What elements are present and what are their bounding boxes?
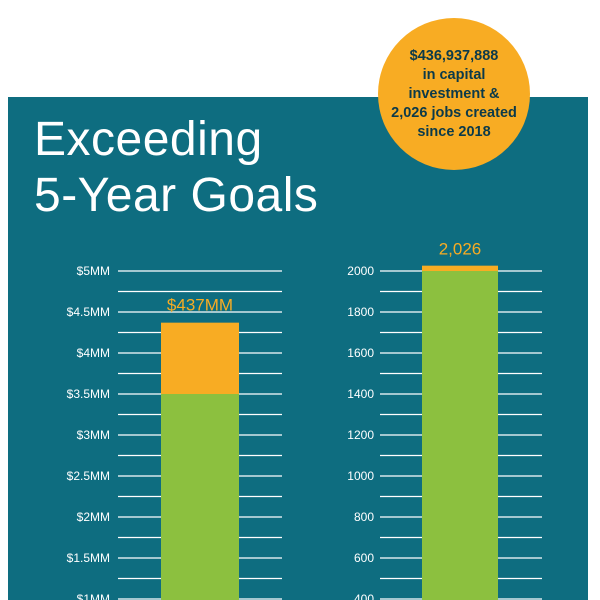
y-tick-label: $2MM xyxy=(77,510,110,524)
title-line-1: Exceeding xyxy=(34,113,263,166)
badge-line: $436,937,888 xyxy=(409,47,499,64)
y-tick-label: 800 xyxy=(354,510,374,524)
y-tick-label: 600 xyxy=(354,551,374,565)
badge-line: investment & xyxy=(408,85,500,102)
exceeded-bar xyxy=(161,322,239,394)
bar-data-label: 2,026 xyxy=(439,240,482,259)
badge-line: since 2018 xyxy=(417,123,491,140)
y-tick-label: $2.5MM xyxy=(67,469,110,483)
y-tick-label: 1000 xyxy=(347,469,374,483)
page-title: Exceeding 5-Year Goals xyxy=(34,112,318,224)
y-tick-label: $5MM xyxy=(77,264,110,278)
y-tick-label: 1800 xyxy=(347,305,374,319)
y-tick-label: $3.5MM xyxy=(67,387,110,401)
badge-line: 2,026 jobs created xyxy=(391,104,517,121)
y-tick-label: $1.5MM xyxy=(67,551,110,565)
exceeded-bar xyxy=(422,265,498,271)
y-tick-label: $3MM xyxy=(77,428,110,442)
goal-bar xyxy=(161,394,239,600)
y-tick-label: 1200 xyxy=(347,428,374,442)
y-tick-label: $4.5MM xyxy=(67,305,110,319)
title-line-2: 5-Year Goals xyxy=(34,169,319,222)
y-tick-label: $4MM xyxy=(77,346,110,360)
badge-line: in capital xyxy=(422,66,486,83)
y-tick-label: 400 xyxy=(354,592,374,600)
y-tick-label: 1400 xyxy=(347,387,374,401)
bar-data-label: $437MM xyxy=(167,296,233,315)
goal-bar xyxy=(422,271,498,600)
y-tick-label: 1600 xyxy=(347,346,374,360)
summary-badge-text: $436,937,888 in capital investment & 2,0… xyxy=(391,47,517,142)
summary-badge: $436,937,888 in capital investment & 2,0… xyxy=(378,18,530,170)
y-tick-label: 2000 xyxy=(347,264,374,278)
y-tick-label: $1MM xyxy=(77,592,110,600)
